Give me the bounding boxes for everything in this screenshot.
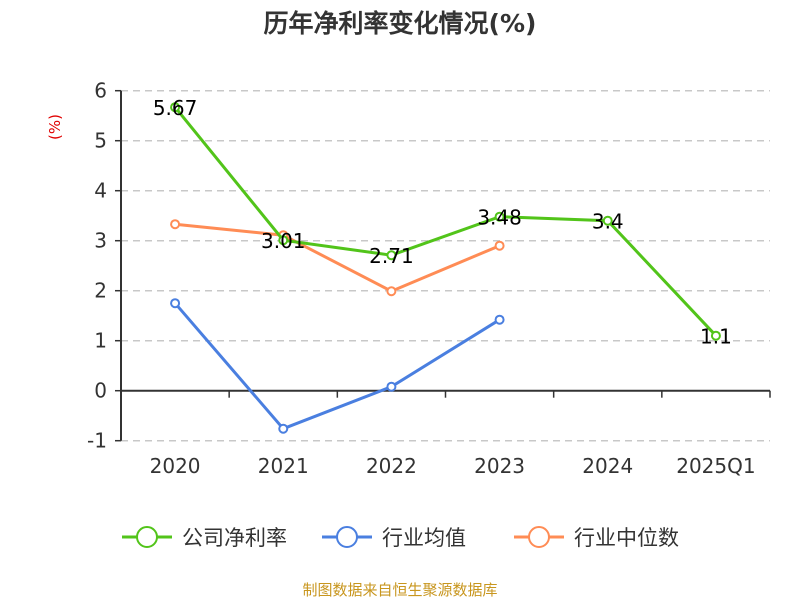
x-tick-label: 2022 <box>366 454 417 478</box>
legend-label: 公司净利率 <box>182 526 287 550</box>
legend-circle-icon <box>528 526 550 548</box>
data-point <box>170 219 181 230</box>
y-tick-label: 5 <box>94 129 107 153</box>
x-tick-label: 2024 <box>582 454 633 478</box>
data-point <box>170 298 181 309</box>
data-point <box>170 102 181 113</box>
y-tick-label: 0 <box>94 379 107 403</box>
data-label: 3.4 <box>592 210 624 234</box>
legend-label: 行业中位数 <box>574 526 679 550</box>
series-line <box>173 302 501 431</box>
chart-title: 历年净利率变化情况(%) <box>264 9 537 38</box>
legend-circle-icon <box>336 526 358 548</box>
data-point <box>278 423 289 434</box>
x-tick-label: 2021 <box>258 454 309 478</box>
y-tick-label: 6 <box>94 79 107 103</box>
source-note: 制图数据来自恒生聚源数据库 <box>302 581 497 599</box>
data-point <box>710 330 721 341</box>
y-tick-label: -1 <box>87 429 107 453</box>
data-point <box>602 215 613 226</box>
data-label: 3.01 <box>261 229 306 253</box>
data-label: 1.1 <box>700 325 732 349</box>
x-tick-label: 2025Q1 <box>676 454 755 478</box>
data-label: 5.67 <box>153 96 198 120</box>
legend-item[interactable]: 行业中位数 <box>514 526 679 550</box>
series-1 <box>170 298 505 434</box>
data-point <box>494 314 505 325</box>
y-tick-label: 3 <box>94 229 107 253</box>
data-point <box>494 211 505 222</box>
data-label: 2.71 <box>369 244 414 268</box>
data-label: 3.48 <box>477 206 522 230</box>
series-line <box>174 222 501 293</box>
legend-circle-icon <box>136 526 158 548</box>
data-point <box>386 250 397 261</box>
x-tick-label: 2020 <box>150 454 201 478</box>
y-tick-label: 2 <box>94 279 107 303</box>
series-line <box>173 106 718 337</box>
legend-item[interactable]: 行业均值 <box>322 526 466 550</box>
data-point <box>278 235 289 246</box>
y-tick-label: 1 <box>94 329 107 353</box>
y-tick-label: 4 <box>94 179 107 203</box>
data-point <box>494 240 505 251</box>
data-point <box>386 286 397 297</box>
legend-item[interactable]: 公司净利率 <box>122 526 287 550</box>
y-axis-label: (%) <box>46 114 64 140</box>
data-point <box>386 381 397 392</box>
x-tick-label: 2023 <box>474 454 525 478</box>
series-0 <box>170 102 721 341</box>
legend-label: 行业均值 <box>382 526 466 550</box>
